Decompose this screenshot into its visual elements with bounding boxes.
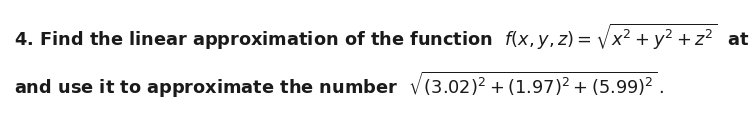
Text: and use it to approximate the number  $\sqrt{(3.02)^2 + (1.97)^2 + (5.99)^2}\,.$: and use it to approximate the number $\s… [14, 70, 664, 100]
Text: 4. Find the linear approximation of the function  $f(x, y, z) = \sqrt{x^2 + y^2 : 4. Find the linear approximation of the … [14, 22, 756, 52]
